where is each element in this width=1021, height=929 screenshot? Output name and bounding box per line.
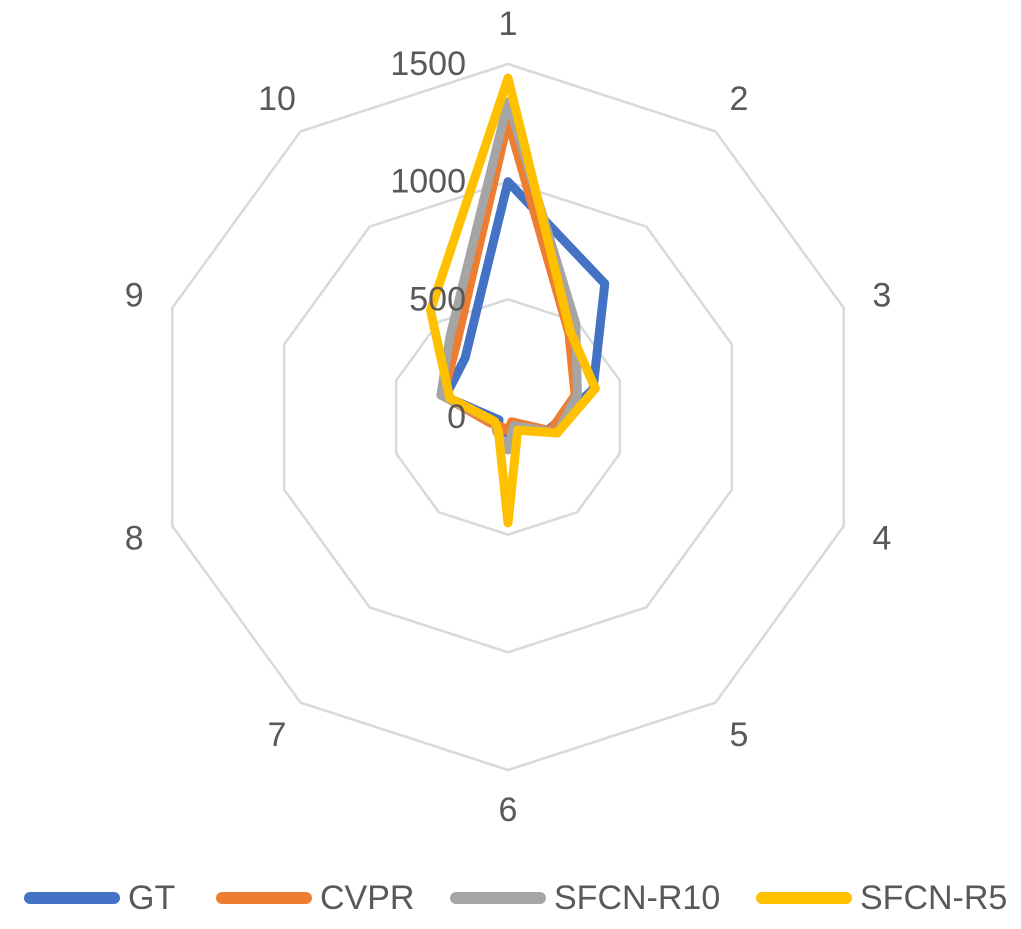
category-label: 5: [730, 716, 749, 754]
series-line-sfcn-r5: [426, 73, 600, 528]
category-label: 6: [499, 791, 518, 829]
category-label: 10: [258, 80, 296, 118]
legend-item-gt: GT: [24, 868, 175, 928]
legend-label-sfcn-r5: SFCN-R5: [860, 878, 1008, 917]
category-label: 9: [125, 277, 144, 315]
category-label: 7: [268, 716, 287, 754]
legend-label-cvpr: CVPR: [320, 878, 415, 917]
radar-series: [426, 73, 610, 528]
gridline-ring: [394, 297, 622, 537]
legend-swatch-sfcn-r10: [450, 892, 546, 904]
tick-label: 500: [409, 280, 466, 318]
chart-legend: GT CVPR SFCN-R10 SFCN-R5: [0, 868, 1021, 928]
legend-swatch-sfcn-r5: [756, 892, 852, 904]
tick-label: 1500: [390, 45, 466, 83]
tick-label: 1000: [390, 163, 466, 201]
legend-swatch-cvpr: [216, 892, 312, 904]
radar-labels: 1 2 3 4 5 6 7 8 9 10 0 500 1000 1500: [125, 5, 892, 829]
category-label: 1: [499, 5, 518, 43]
legend-item-sfcn-r10: SFCN-R10: [450, 868, 720, 928]
legend-item-sfcn-r5: SFCN-R5: [756, 868, 1007, 928]
legend-label-gt: GT: [128, 878, 176, 917]
category-label: 8: [125, 519, 144, 557]
radar-grid: [171, 62, 845, 772]
category-label: 2: [730, 80, 749, 118]
gridline-ring: [282, 180, 734, 654]
legend-swatch-gt: [24, 892, 120, 904]
legend-label-sfcn-r10: SFCN-R10: [554, 878, 721, 917]
category-label: 3: [872, 277, 891, 315]
gridline-ring: [171, 62, 845, 772]
category-label: 4: [872, 519, 891, 557]
legend-item-cvpr: CVPR: [216, 868, 414, 928]
tick-label: 0: [447, 398, 466, 436]
